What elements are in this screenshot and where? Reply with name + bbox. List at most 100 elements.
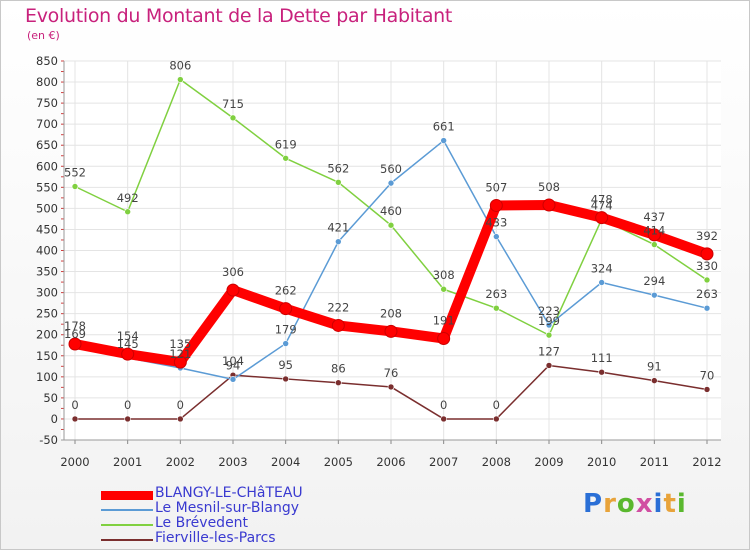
data-label: 0 bbox=[493, 398, 500, 412]
data-label: 263 bbox=[485, 287, 507, 301]
data-point bbox=[651, 241, 658, 248]
data-label: 552 bbox=[64, 165, 86, 179]
legend-label: BLANGY-LE-CHâTEAU bbox=[155, 485, 303, 501]
legend-label: Le Mesnil-sur-Blangy bbox=[155, 500, 300, 516]
data-label: 169 bbox=[64, 327, 86, 341]
data-label: 806 bbox=[169, 59, 191, 73]
data-point bbox=[282, 154, 289, 162]
data-point bbox=[440, 285, 447, 293]
data-label: 191 bbox=[433, 314, 455, 328]
data-label: 508 bbox=[538, 180, 560, 194]
data-label: 294 bbox=[643, 274, 665, 288]
data-point bbox=[68, 337, 82, 351]
data-label: 199 bbox=[538, 314, 560, 328]
logo-letter: P bbox=[583, 489, 604, 519]
chart-title: Evolution du Montant de la Dette par Hab… bbox=[25, 5, 453, 27]
logo-letter: r bbox=[603, 489, 617, 519]
y-tick-label: 350 bbox=[36, 265, 58, 279]
data-point bbox=[282, 375, 289, 383]
data-point bbox=[651, 377, 658, 384]
data-label: 145 bbox=[117, 337, 139, 351]
x-tick-label: 2002 bbox=[166, 455, 195, 469]
y-tick-label: 550 bbox=[36, 180, 58, 194]
data-point bbox=[651, 291, 658, 299]
data-point bbox=[124, 208, 131, 216]
data-label: 208 bbox=[380, 306, 402, 320]
logo-letter: t bbox=[663, 489, 677, 519]
y-tick-label: 200 bbox=[36, 328, 58, 342]
data-label: 76 bbox=[384, 366, 399, 380]
y-tick-label: 250 bbox=[36, 307, 58, 321]
x-tick-label: 2003 bbox=[218, 455, 247, 469]
data-point bbox=[229, 114, 237, 122]
legend-swatch bbox=[101, 490, 153, 500]
legend-label: Fierville-les-Parcs bbox=[155, 530, 276, 546]
data-label: 262 bbox=[275, 284, 297, 298]
data-point bbox=[440, 415, 447, 423]
data-point bbox=[598, 368, 605, 376]
logo-letter: o bbox=[616, 489, 636, 519]
x-tick-label: 2006 bbox=[376, 455, 405, 469]
x-tick-label: 2009 bbox=[534, 455, 563, 469]
data-point bbox=[545, 331, 553, 339]
data-label: 178 bbox=[64, 319, 86, 333]
data-label: 0 bbox=[177, 398, 184, 412]
data-point bbox=[387, 221, 395, 229]
data-label: 562 bbox=[327, 161, 349, 175]
proxiti-logo: Proxiti bbox=[583, 489, 687, 519]
data-label: 308 bbox=[433, 268, 455, 282]
data-point bbox=[173, 355, 187, 369]
y-tick-label: 400 bbox=[36, 244, 58, 258]
data-label: 0 bbox=[440, 398, 447, 412]
x-tick-label: 2007 bbox=[429, 455, 458, 469]
data-label: 421 bbox=[327, 221, 349, 235]
y-tick-label: 600 bbox=[36, 159, 58, 173]
data-label: 70 bbox=[700, 368, 715, 382]
legend-swatch bbox=[101, 509, 153, 511]
data-label: 330 bbox=[696, 259, 718, 273]
data-point bbox=[700, 247, 714, 261]
y-tick-label: 750 bbox=[36, 96, 58, 110]
data-label: 0 bbox=[124, 398, 131, 412]
data-point bbox=[703, 276, 711, 284]
logo-letter: x bbox=[635, 489, 654, 519]
y-tick-label: 100 bbox=[36, 370, 58, 384]
data-label: 392 bbox=[696, 229, 718, 243]
data-label: 95 bbox=[278, 358, 293, 372]
data-label: 135 bbox=[169, 337, 191, 351]
data-point bbox=[493, 304, 500, 312]
data-point bbox=[595, 211, 609, 225]
data-label: 437 bbox=[643, 210, 665, 224]
data-label: 104 bbox=[222, 354, 244, 368]
data-label: 474 bbox=[591, 198, 613, 212]
data-label: 94 bbox=[226, 358, 241, 372]
logo-letter: i bbox=[653, 489, 664, 519]
data-label: 507 bbox=[485, 180, 507, 194]
data-point bbox=[493, 233, 500, 240]
data-label: 263 bbox=[696, 287, 718, 301]
data-point bbox=[335, 178, 342, 186]
data-label: 414 bbox=[643, 224, 665, 238]
x-tick-label: 2004 bbox=[271, 455, 300, 469]
data-label: 121 bbox=[169, 347, 191, 361]
y-tick-label: 0 bbox=[51, 412, 58, 426]
data-point bbox=[229, 376, 237, 383]
x-tick-label: 2000 bbox=[60, 455, 89, 469]
data-point bbox=[226, 283, 240, 297]
data-label: 619 bbox=[275, 137, 297, 151]
data-point bbox=[177, 415, 184, 423]
data-label: 661 bbox=[433, 120, 455, 134]
data-label: 86 bbox=[331, 362, 346, 376]
data-label: 91 bbox=[647, 360, 662, 374]
data-point bbox=[335, 379, 342, 387]
data-point bbox=[387, 383, 395, 391]
legend-label: Le Brévedent bbox=[155, 515, 249, 531]
data-point bbox=[647, 228, 661, 242]
data-point bbox=[124, 415, 131, 423]
data-label: 127 bbox=[538, 344, 560, 358]
series-0 bbox=[68, 198, 714, 369]
x-tick-label: 2005 bbox=[324, 455, 353, 469]
data-point bbox=[282, 340, 289, 347]
